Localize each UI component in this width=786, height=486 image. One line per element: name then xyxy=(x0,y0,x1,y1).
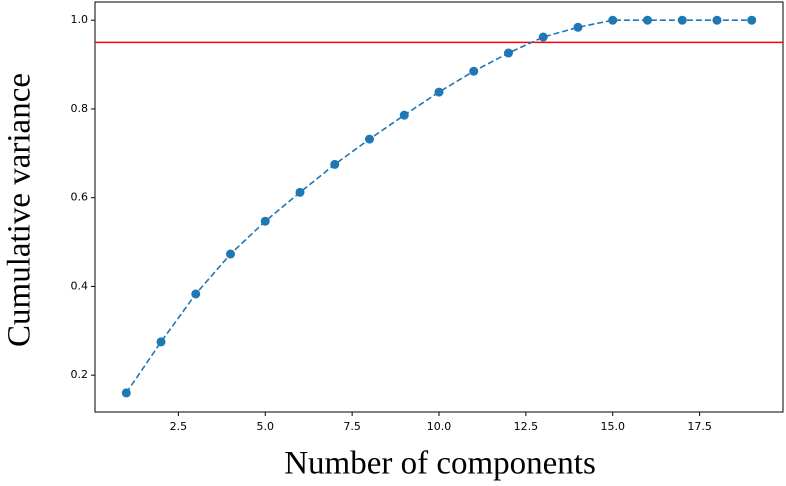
data-point xyxy=(226,249,236,259)
x-tick-label: 7.5 xyxy=(343,420,361,433)
y-tick-label: 0.2 xyxy=(71,368,89,381)
data-point xyxy=(121,388,131,398)
data-point xyxy=(677,15,687,25)
data-point xyxy=(434,87,444,97)
data-point xyxy=(399,110,409,120)
data-point xyxy=(365,134,375,144)
data-point xyxy=(156,337,166,347)
data-point xyxy=(642,15,652,25)
series-line xyxy=(125,19,752,394)
y-tick-label: 1.0 xyxy=(71,13,89,26)
plot-frame xyxy=(94,1,784,413)
y-tick-label: 0.4 xyxy=(71,279,89,292)
y-tick-label: 0.6 xyxy=(71,191,89,204)
x-tick-label: 5.0 xyxy=(257,420,275,433)
data-point xyxy=(469,66,479,76)
x-axis-label: Number of components xyxy=(284,446,596,482)
x-tick-label: 15.0 xyxy=(600,420,625,433)
data-point xyxy=(747,15,757,25)
y-axis-label: Cumulative variance xyxy=(2,73,38,347)
data-point xyxy=(538,32,548,42)
data-point xyxy=(191,289,201,299)
x-tick-label: 10.0 xyxy=(427,420,452,433)
data-point xyxy=(608,15,618,25)
y-tick-label: 0.8 xyxy=(71,102,89,115)
data-point xyxy=(295,187,305,197)
data-point xyxy=(330,159,340,169)
x-tick-label: 17.5 xyxy=(687,420,712,433)
data-point xyxy=(503,48,513,58)
data-point xyxy=(260,216,270,226)
x-tick-label: 12.5 xyxy=(514,420,539,433)
data-point xyxy=(573,22,583,32)
x-tick-label: 2.5 xyxy=(170,420,188,433)
data-point xyxy=(712,15,722,25)
